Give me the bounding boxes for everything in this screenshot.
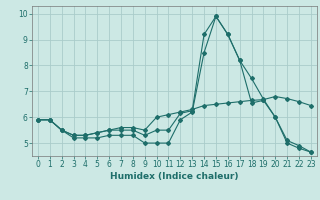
X-axis label: Humidex (Indice chaleur): Humidex (Indice chaleur) [110, 172, 239, 181]
